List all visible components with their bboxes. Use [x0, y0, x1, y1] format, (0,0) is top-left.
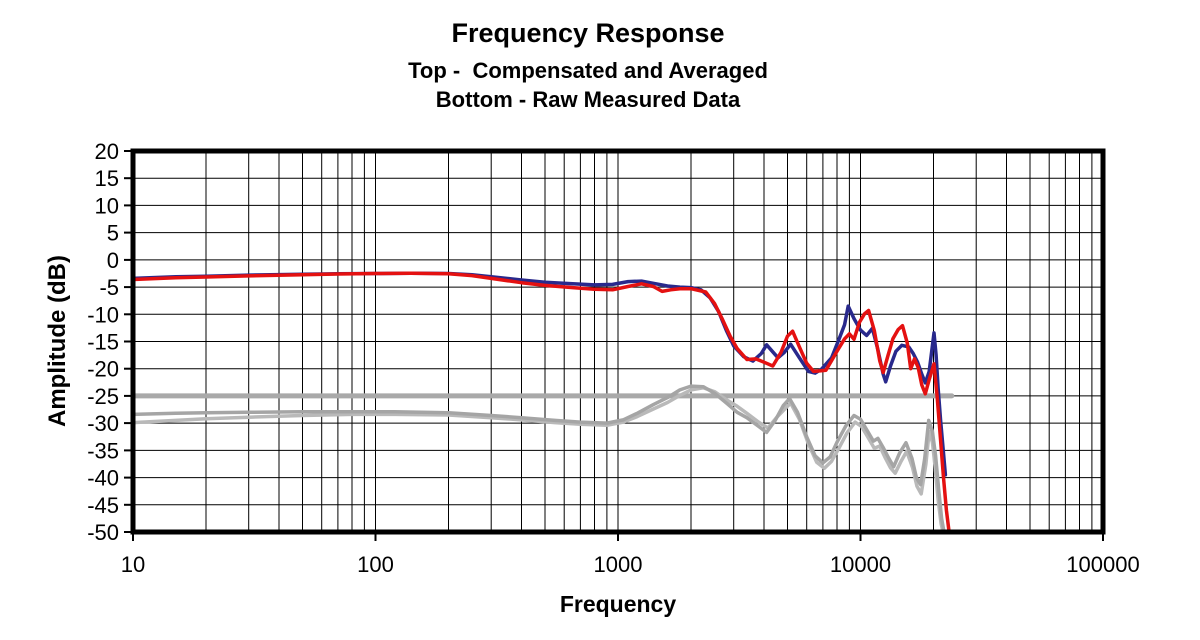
series-compensated-averaged-blue [131, 271, 948, 477]
y-tick-label: 5 [107, 221, 119, 246]
y-tick-label: 15 [95, 166, 119, 191]
series-compensated-averaged-red [131, 271, 951, 534]
x-axis-tick-labels: 10 100 1000 10000 100000 [121, 552, 1140, 577]
y-tick-label: 10 [95, 193, 119, 218]
y-tick-label: -50 [87, 520, 119, 545]
x-tick-label: 1000 [594, 552, 643, 577]
chart-title: Frequency Response [451, 18, 725, 48]
y-tick-label: -25 [87, 384, 119, 409]
chart-title-block: Frequency Response Top - Compensated and… [0, 20, 1176, 118]
y-tick-label: 20 [95, 139, 119, 164]
series-raw-measured-2 [131, 386, 945, 534]
y-tick-label: -40 [87, 466, 119, 491]
y-tick-label: -15 [87, 330, 119, 355]
y-tick-label: -5 [99, 275, 119, 300]
y-tick-label: -30 [87, 411, 119, 436]
x-tick-label: 10 [121, 552, 145, 577]
series-raw-measured-1 [131, 384, 946, 534]
y-tick-label: -35 [87, 438, 119, 463]
x-axis-title: Frequency [559, 591, 677, 617]
y-tick-label: -10 [87, 302, 119, 327]
x-tick-label: 10000 [830, 552, 891, 577]
y-tick-label: -20 [87, 357, 119, 382]
chart-subtitle-top: Top - Compensated and Averaged [408, 58, 768, 83]
plot-border [130, 148, 1106, 535]
x-tick-label: 100000 [1066, 552, 1139, 577]
axis-ticks [124, 150, 1104, 541]
y-tick-label: -45 [87, 493, 119, 518]
gridlines [133, 151, 1103, 532]
chart-subtitle-bottom: Bottom - Raw Measured Data [435, 87, 741, 112]
x-tick-label: 100 [357, 552, 394, 577]
y-tick-label: 0 [107, 248, 119, 273]
